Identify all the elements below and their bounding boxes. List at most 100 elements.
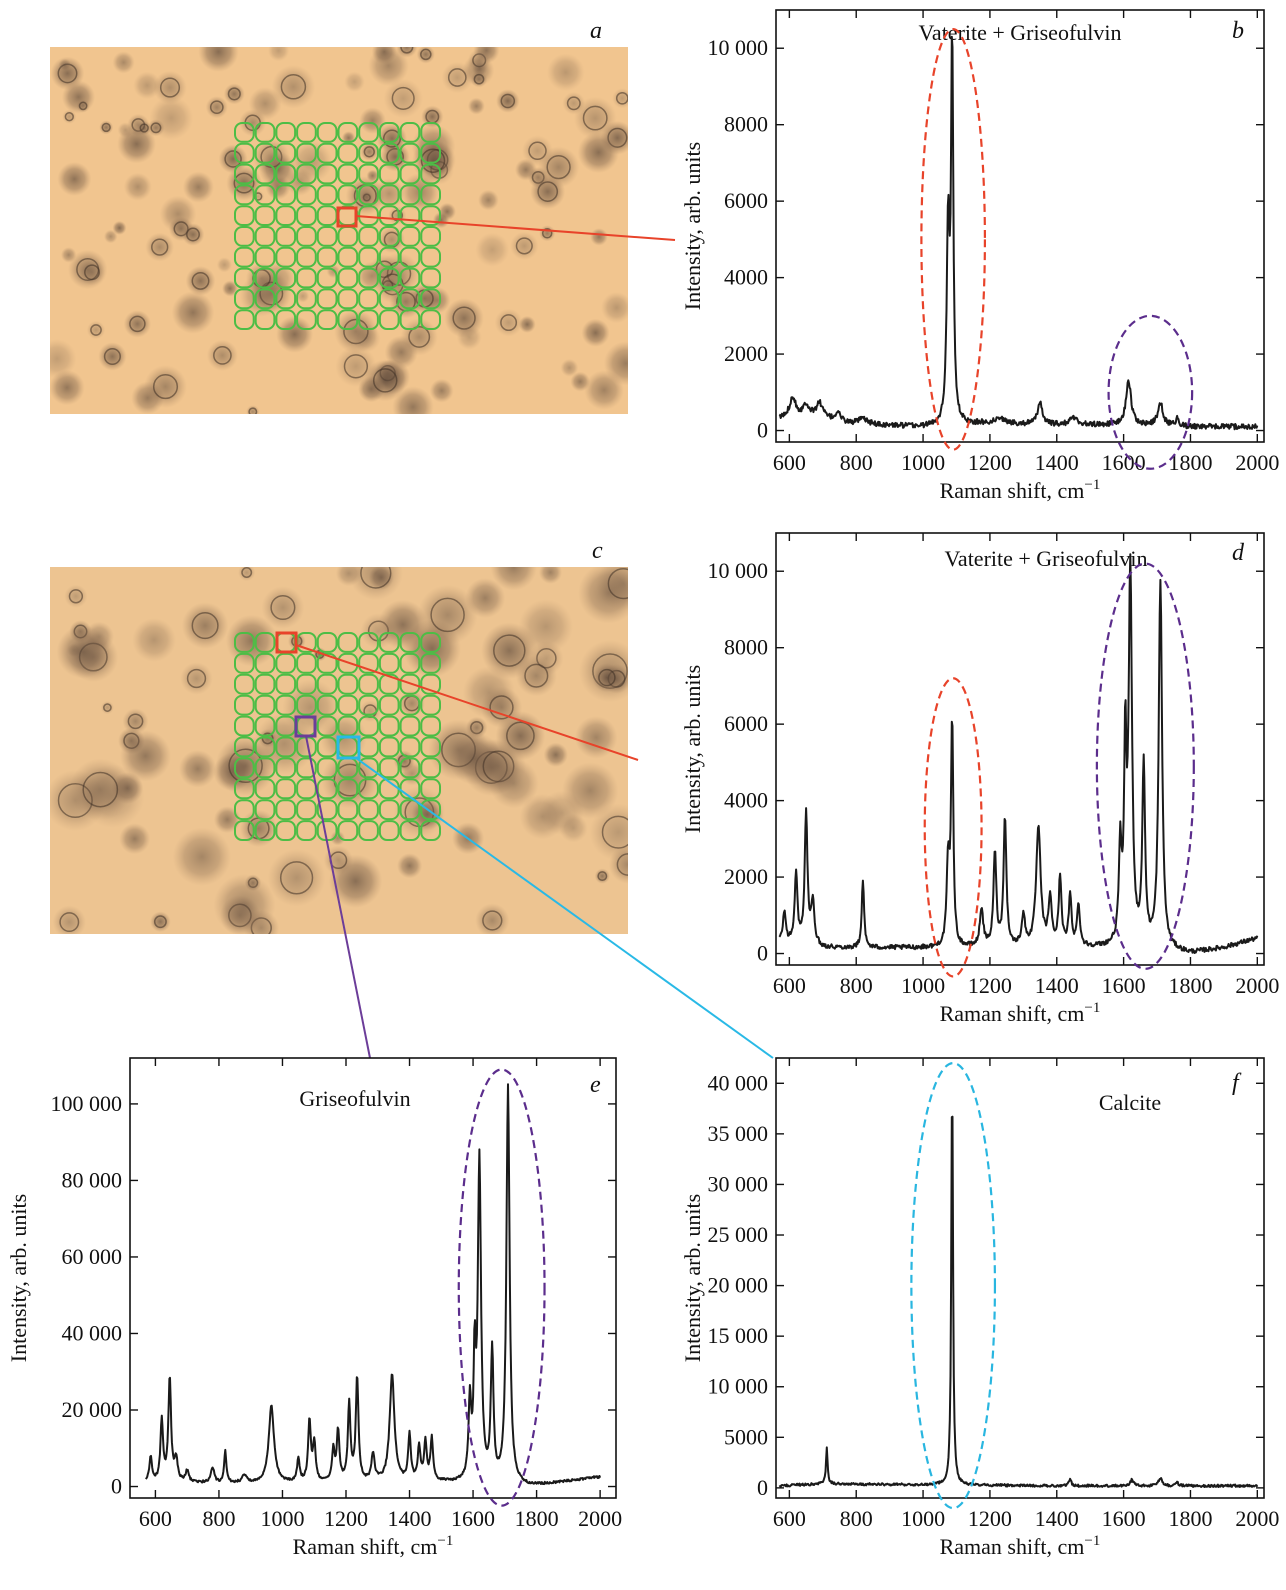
grid-cell[interactable]: [420, 142, 441, 164]
grid-cell[interactable]: [275, 163, 297, 185]
grid-cell[interactable]: [296, 226, 317, 247]
grid-cell[interactable]: [254, 694, 276, 716]
grid-cell[interactable]: [254, 122, 276, 143]
grid-cell[interactable]: [316, 288, 338, 310]
grid-cell[interactable]: [316, 226, 338, 247]
grid-cell[interactable]: [254, 205, 276, 226]
grid-cell[interactable]: [234, 163, 255, 185]
grid-cell[interactable]: [399, 246, 421, 268]
grid-cell[interactable]: [316, 715, 338, 737]
grid-cell[interactable]: [296, 267, 317, 289]
selected-point-marker-red[interactable]: [275, 631, 298, 654]
grid-cell[interactable]: [296, 309, 317, 331]
grid-cell[interactable]: [399, 288, 421, 310]
grid-cell[interactable]: [337, 694, 359, 716]
grid-cell[interactable]: [399, 757, 421, 779]
grid-cell[interactable]: [358, 288, 379, 310]
grid-cell[interactable]: [316, 673, 338, 695]
grid-cell[interactable]: [358, 163, 379, 185]
grid-cell[interactable]: [420, 673, 441, 695]
grid-cell[interactable]: [275, 205, 297, 226]
grid-cell[interactable]: [296, 142, 317, 164]
grid-cell[interactable]: [275, 694, 297, 716]
grid-cell[interactable]: [378, 632, 400, 653]
grid-cell[interactable]: [378, 715, 400, 737]
grid-cell[interactable]: [378, 246, 400, 268]
grid-cell[interactable]: [399, 205, 421, 226]
grid-cell[interactable]: [275, 652, 297, 674]
grid-cell[interactable]: [316, 652, 338, 674]
grid-cell[interactable]: [275, 673, 297, 695]
grid-cell[interactable]: [358, 122, 379, 143]
grid-cell[interactable]: [296, 246, 317, 268]
grid-cell[interactable]: [337, 184, 359, 206]
grid-cell[interactable]: [399, 163, 421, 185]
grid-cell[interactable]: [337, 163, 359, 185]
grid-cell[interactable]: [234, 205, 255, 226]
grid-cell[interactable]: [316, 309, 338, 331]
grid-cell[interactable]: [420, 694, 441, 716]
grid-cell[interactable]: [420, 736, 441, 758]
grid-cell[interactable]: [316, 184, 338, 206]
grid-cell[interactable]: [254, 309, 276, 331]
grid-cell[interactable]: [337, 267, 359, 289]
grid-cell[interactable]: [316, 267, 338, 289]
grid-cell[interactable]: [337, 799, 359, 821]
grid-cell[interactable]: [378, 226, 400, 247]
grid-cell[interactable]: [399, 122, 421, 143]
selected-point-marker-purple[interactable]: [294, 715, 317, 738]
grid-cell[interactable]: [337, 778, 359, 800]
grid-cell[interactable]: [358, 184, 379, 206]
grid-cell[interactable]: [337, 632, 359, 653]
grid-cell[interactable]: [234, 226, 255, 247]
grid-cell[interactable]: [234, 757, 255, 779]
grid-cell[interactable]: [234, 288, 255, 310]
grid-cell[interactable]: [378, 122, 400, 143]
grid-cell[interactable]: [234, 715, 255, 737]
grid-cell[interactable]: [234, 267, 255, 289]
grid-cell[interactable]: [358, 309, 379, 331]
grid-cell[interactable]: [254, 632, 276, 653]
grid-cell[interactable]: [420, 799, 441, 821]
grid-cell[interactable]: [358, 778, 379, 800]
grid-cell[interactable]: [254, 288, 276, 310]
grid-cell[interactable]: [358, 142, 379, 164]
grid-cell[interactable]: [378, 205, 400, 226]
grid-cell[interactable]: [275, 246, 297, 268]
grid-cell[interactable]: [420, 246, 441, 268]
grid-cell[interactable]: [420, 309, 441, 331]
grid-cell[interactable]: [358, 715, 379, 737]
grid-cell[interactable]: [399, 652, 421, 674]
grid-cell[interactable]: [275, 820, 297, 841]
grid-cell[interactable]: [254, 778, 276, 800]
grid-cell[interactable]: [316, 799, 338, 821]
grid-cell[interactable]: [234, 632, 255, 653]
grid-cell[interactable]: [399, 694, 421, 716]
grid-cell[interactable]: [378, 673, 400, 695]
grid-cell[interactable]: [399, 778, 421, 800]
grid-cell[interactable]: [254, 673, 276, 695]
grid-cell[interactable]: [378, 309, 400, 331]
grid-cell[interactable]: [316, 632, 338, 653]
grid-cell[interactable]: [358, 694, 379, 716]
grid-cell[interactable]: [254, 820, 276, 841]
grid-cell[interactable]: [234, 778, 255, 800]
grid-cell[interactable]: [420, 632, 441, 653]
grid-cell[interactable]: [316, 163, 338, 185]
grid-cell[interactable]: [337, 288, 359, 310]
grid-cell[interactable]: [275, 226, 297, 247]
grid-cell[interactable]: [420, 652, 441, 674]
grid-cell[interactable]: [234, 736, 255, 758]
grid-cell[interactable]: [254, 226, 276, 247]
grid-cell[interactable]: [296, 652, 317, 674]
grid-cell[interactable]: [275, 142, 297, 164]
selected-point-marker-cyan[interactable]: [336, 735, 361, 760]
grid-cell[interactable]: [337, 142, 359, 164]
grid-cell[interactable]: [296, 694, 317, 716]
grid-cell[interactable]: [378, 142, 400, 164]
grid-cell[interactable]: [358, 246, 379, 268]
grid-cell[interactable]: [275, 778, 297, 800]
grid-cell[interactable]: [399, 632, 421, 653]
grid-cell[interactable]: [254, 184, 276, 206]
grid-cell[interactable]: [378, 736, 400, 758]
